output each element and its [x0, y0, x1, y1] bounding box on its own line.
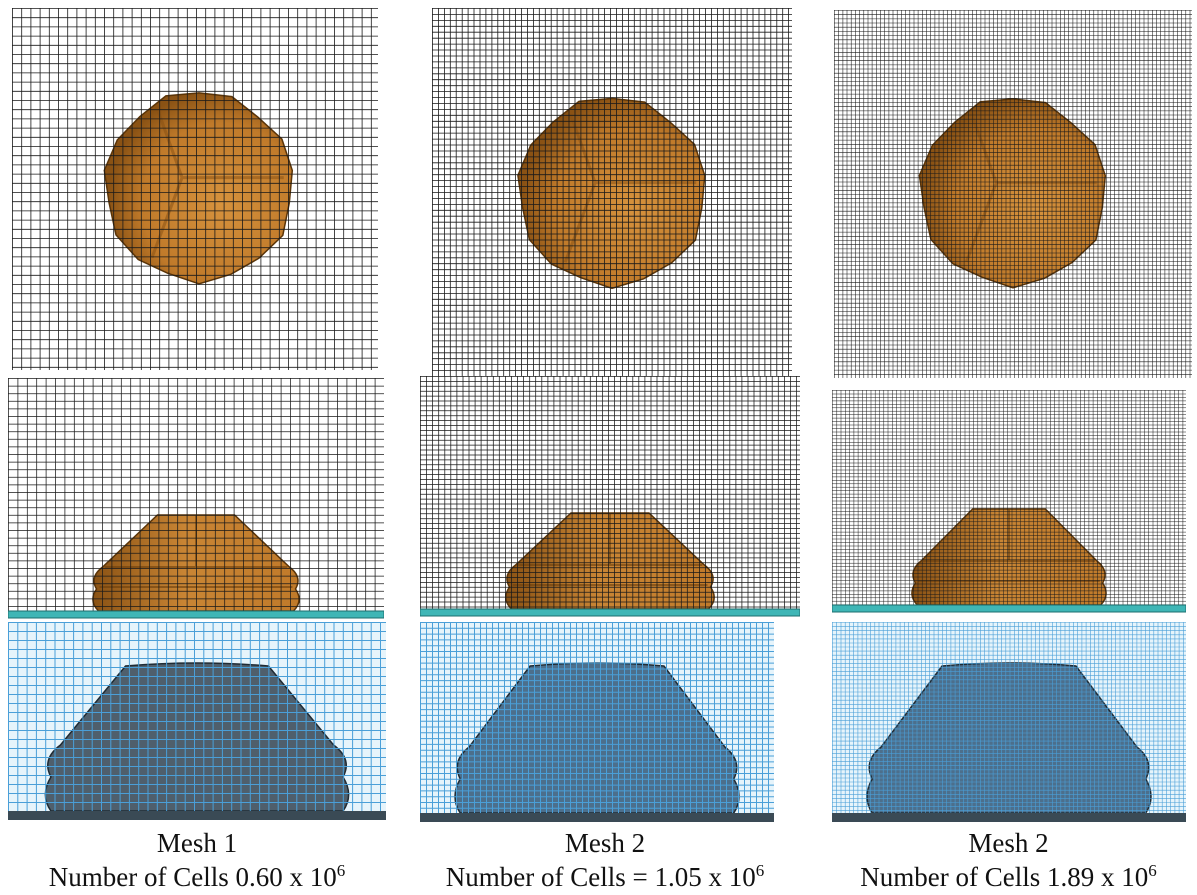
mesh3-side-view — [832, 390, 1186, 614]
section-view-grid — [832, 622, 1186, 813]
mesh2-cell-count: Number of Cells = 1.05 x 106 — [445, 861, 765, 892]
mesh1-top-view — [12, 8, 378, 370]
mesh1-side-view — [8, 378, 384, 620]
mesh1-cell-count: Number of Cells 0.60 x 106 — [48, 861, 346, 892]
mesh1-caption: Mesh 1 Number of Cells 0.60 x 106 — [0, 826, 394, 894]
top-view-grid — [834, 10, 1192, 378]
mesh3-title: Mesh 2 — [968, 828, 1049, 858]
top-view-grid — [432, 8, 792, 380]
droplet-top-view-icon — [103, 92, 294, 285]
section-view-grid — [420, 622, 774, 813]
mesh3-caption: Mesh 2 Number of Cells 1.89 x 106 — [820, 826, 1197, 894]
top-view-grid — [12, 8, 378, 370]
droplet-section-view-icon — [44, 662, 350, 812]
mesh1-section-view — [8, 622, 386, 820]
section-floor — [832, 813, 1186, 822]
section-view-grid — [8, 622, 386, 811]
floor-surface — [8, 610, 384, 619]
side-view-grid — [832, 390, 1186, 605]
mesh3-cell-count: Number of Cells 1.89 x 106 — [860, 861, 1157, 892]
mesh2-side-view — [420, 376, 800, 618]
side-view-grid — [420, 376, 800, 609]
floor-surface — [420, 608, 800, 617]
mesh3-top-view — [834, 10, 1192, 378]
mesh2-caption: Mesh 2 Number of Cells = 1.05 x 106 — [410, 826, 800, 894]
mesh2-section-view — [420, 622, 774, 822]
mesh3-section-view — [832, 622, 1186, 822]
section-floor — [420, 813, 774, 822]
floor-surface — [832, 604, 1186, 613]
mesh2-top-view — [432, 8, 792, 380]
side-view-grid — [8, 378, 384, 611]
section-floor — [8, 811, 386, 820]
mesh1-title: Mesh 1 — [156, 828, 238, 858]
mesh2-title: Mesh 2 — [564, 828, 646, 858]
